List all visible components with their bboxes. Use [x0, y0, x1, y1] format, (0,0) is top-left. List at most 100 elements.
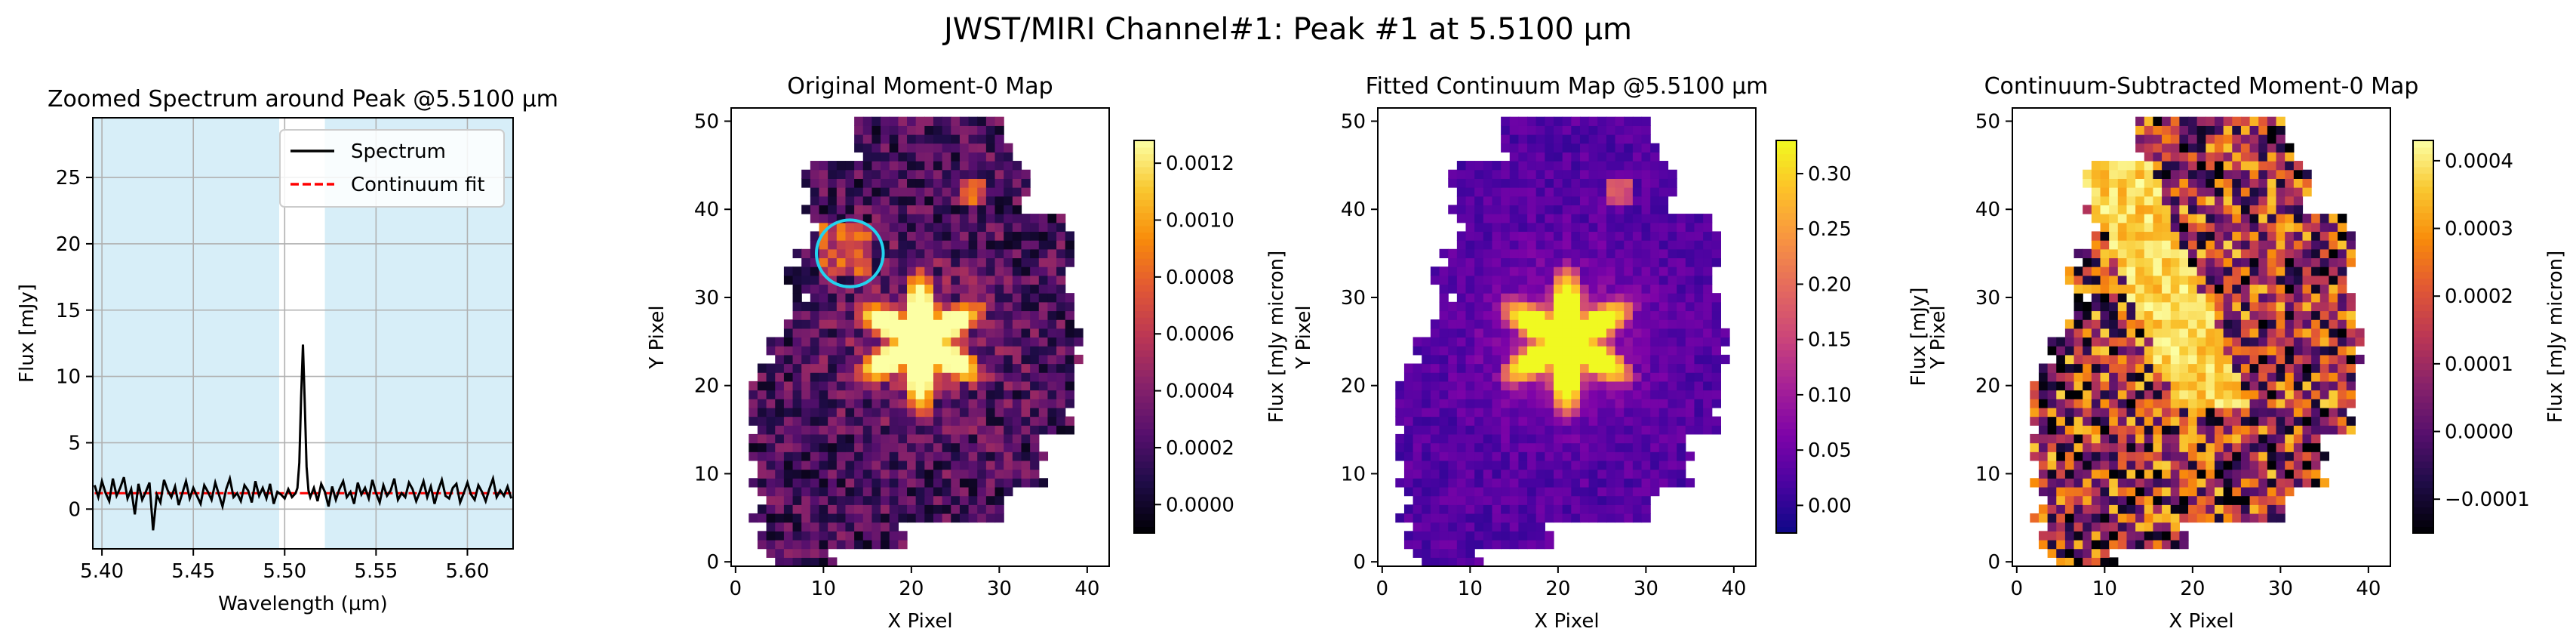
map-pixel [1571, 178, 1581, 188]
map-pixel [2091, 178, 2101, 188]
y-tick-label: 10 [1341, 463, 1366, 485]
map-pixel [766, 337, 776, 347]
map-pixel [968, 469, 978, 479]
map-pixel [2179, 425, 2189, 435]
map-pixel [2153, 522, 2163, 532]
map-pixel [933, 460, 943, 470]
map-pixel [898, 478, 908, 488]
map-pixel [1554, 337, 1563, 347]
map-pixel [942, 248, 951, 259]
colorbar-segment [2413, 362, 2433, 371]
map-pixel [1624, 425, 1634, 435]
map-pixel [2196, 513, 2206, 523]
colorbar-segment [1134, 323, 1154, 331]
map-pixel [907, 231, 917, 241]
map-pixel [2064, 346, 2075, 356]
map-pixel [2214, 152, 2224, 162]
map-pixel [1065, 390, 1074, 399]
map-pixel [845, 433, 855, 444]
map-pixel [1492, 407, 1502, 418]
map-pixel [2153, 196, 2163, 205]
map-pixel [1465, 196, 1475, 205]
map-pixel [1545, 486, 1554, 497]
map-pixel [766, 469, 776, 479]
map-pixel [819, 381, 828, 391]
map-pixel [2355, 354, 2365, 365]
map-pixel [1685, 284, 1695, 294]
map-pixel [977, 125, 987, 135]
map-pixel [924, 275, 934, 285]
map-pixel [792, 319, 802, 329]
map-pixel [1597, 134, 1607, 144]
map-pixel [2126, 284, 2136, 294]
map-pixel [915, 363, 925, 373]
map-pixel [1004, 310, 1013, 320]
map-pixel [2117, 372, 2128, 382]
map-pixel [2100, 522, 2110, 532]
colorbar-segment [1776, 166, 1797, 174]
map-pixel [1597, 178, 1607, 188]
map-pixel [1012, 161, 1022, 171]
map-pixel [933, 504, 943, 514]
map-pixel [1492, 169, 1502, 179]
map-pixel [968, 381, 978, 391]
map-pixel [889, 407, 899, 418]
map-pixel [1658, 390, 1669, 399]
map-pixel [1554, 310, 1563, 320]
map-pixel [1668, 442, 1677, 452]
map-pixel [1047, 267, 1057, 276]
map-pixel [994, 416, 1004, 426]
map-pixel [1038, 231, 1049, 241]
map-pixel [1624, 460, 1634, 470]
map-pixel [2214, 301, 2224, 312]
map-pixel [1030, 301, 1040, 312]
map-pixel [1606, 214, 1616, 223]
map-pixel [1624, 407, 1634, 418]
map-pixel [1527, 152, 1537, 162]
map-pixel [2153, 222, 2163, 233]
map-pixel [2258, 390, 2268, 399]
map-pixel [2196, 293, 2206, 303]
map-pixel [1535, 513, 1545, 523]
map-pixel [1694, 416, 1704, 426]
map-pixel [1501, 433, 1511, 444]
map-pixel [985, 399, 996, 408]
map-pixel [1650, 451, 1660, 461]
map-pixel [1004, 248, 1013, 259]
map-pixel [889, 143, 899, 153]
map-pixel [854, 381, 864, 391]
map-pixel [2056, 442, 2066, 452]
map-pixel [828, 161, 838, 171]
map-pixel [2285, 319, 2295, 329]
map-pixel [2196, 196, 2206, 205]
map-pixel [1021, 363, 1031, 373]
map-pixel [1527, 363, 1537, 373]
map-pixel [2091, 275, 2101, 285]
map-pixel [1677, 319, 1686, 329]
map-pixel [1430, 407, 1440, 418]
map-pixel [828, 433, 838, 444]
map-pixel [1554, 433, 1563, 444]
map-pixel [775, 460, 785, 470]
map-pixel [1430, 328, 1440, 338]
map-pixel [1677, 460, 1686, 470]
map-pixel [1403, 416, 1414, 426]
map-pixel [1632, 116, 1643, 126]
map-pixel [1456, 451, 1467, 461]
map-pixel [1474, 381, 1484, 391]
map-pixel [933, 169, 943, 179]
map-pixel [2100, 293, 2110, 303]
map-pixel [2196, 310, 2206, 320]
map-pixel [2153, 495, 2163, 505]
map-pixel [871, 495, 881, 505]
map-pixel [1579, 143, 1590, 153]
map-pixel [907, 399, 917, 408]
map-pixel [2170, 143, 2180, 153]
map-pixel [2319, 381, 2330, 391]
map-pixel [1465, 433, 1475, 444]
map-pixel [1527, 125, 1537, 135]
map-pixel [2135, 214, 2145, 223]
map-pixel [810, 407, 820, 418]
map-pixel [889, 522, 899, 532]
map-pixel [2196, 143, 2206, 153]
